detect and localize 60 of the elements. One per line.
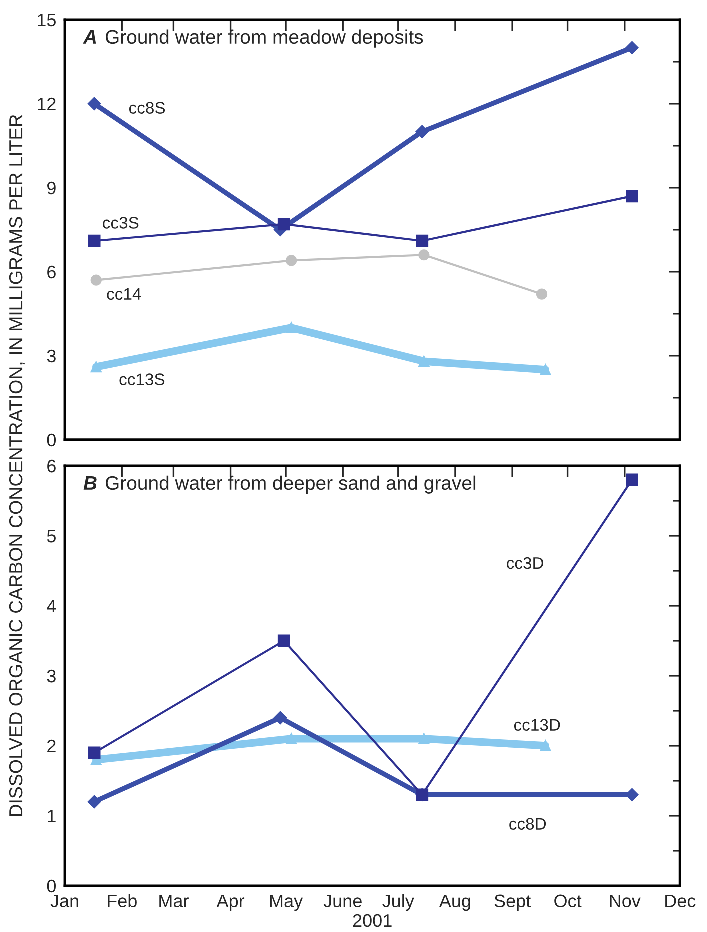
series-label: cc13D xyxy=(514,719,560,731)
y-tick-label: 0 xyxy=(47,880,56,893)
x-tick-label: Oct xyxy=(554,894,582,908)
x-tick-label: Sept xyxy=(494,894,531,912)
point xyxy=(90,274,102,286)
y-tick-label: 6 xyxy=(48,266,56,279)
point xyxy=(274,711,288,725)
x-tick-label: July xyxy=(382,894,414,912)
y-tick-label: 4 xyxy=(47,600,56,613)
series-label: cc8D xyxy=(510,818,546,830)
x-tick-label: Mar xyxy=(160,894,189,908)
point xyxy=(88,97,102,111)
point xyxy=(286,733,298,745)
y-tick-label: 6 xyxy=(48,460,56,473)
point xyxy=(418,250,430,261)
series-label: cc8S xyxy=(129,102,166,114)
point xyxy=(416,234,429,248)
x-tick-label: Nov xyxy=(610,894,641,908)
x-tick-label: May xyxy=(270,894,304,912)
point xyxy=(536,288,548,300)
y-tick-label: 5 xyxy=(47,530,56,543)
point xyxy=(88,234,101,248)
point xyxy=(626,474,639,486)
point xyxy=(88,746,101,760)
x-tick-label: Feb xyxy=(108,894,137,908)
point xyxy=(286,255,298,266)
series-label: cc14 xyxy=(107,288,142,300)
y-axis-title: DISSOLVED ORGANIC CARBON CONCENTRATION, IN MILLIGRAMS PER LITER xyxy=(9,115,25,816)
y-tick-label: 2 xyxy=(48,740,56,753)
point xyxy=(418,356,430,368)
x-tick-label: Apr xyxy=(216,894,245,912)
y-tick-label: 12 xyxy=(38,98,56,110)
y-tick-label: 3 xyxy=(47,670,56,683)
point xyxy=(286,322,298,334)
point xyxy=(416,125,429,139)
point xyxy=(90,362,102,373)
point xyxy=(418,733,430,745)
point xyxy=(626,788,639,802)
point xyxy=(626,190,639,203)
point xyxy=(278,218,290,231)
point xyxy=(626,41,639,55)
chart-title: A Ground water from meadow deposits xyxy=(83,30,424,48)
x-tick-label: June xyxy=(324,894,362,908)
series-label: cc3S xyxy=(103,217,139,229)
y-tick-label: 3 xyxy=(47,350,56,363)
y-tick-label: 0 xyxy=(47,434,56,447)
x-tick-label: Jan xyxy=(50,894,78,908)
point xyxy=(88,795,102,809)
point xyxy=(540,364,552,376)
point xyxy=(540,740,552,752)
point xyxy=(278,634,290,648)
x-axis-title: 2001 xyxy=(353,914,392,928)
y-tick-label: 15 xyxy=(38,14,56,27)
x-tick-label: Aug xyxy=(439,894,470,912)
x-tick-label: Dec xyxy=(666,894,696,908)
y-tick-label: 1 xyxy=(48,810,56,823)
series-label: cc13S xyxy=(120,374,165,386)
y-tick-label: 9 xyxy=(48,182,56,195)
series-label: cc3D xyxy=(507,557,544,570)
chart-title: B Ground water from deeper sand and gravel xyxy=(84,476,476,494)
